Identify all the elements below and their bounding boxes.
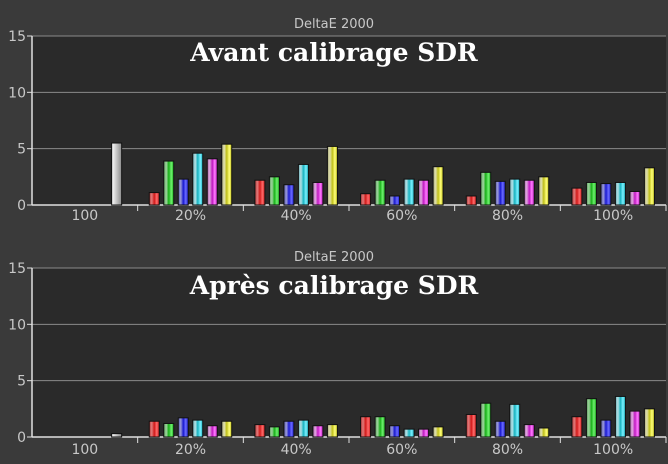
bar-blue	[389, 425, 401, 438]
bar-green	[268, 176, 280, 206]
y-tick-label: 0	[17, 198, 26, 214]
x-tick-label: 40%	[281, 442, 312, 458]
x-tick-label: 60%	[386, 442, 417, 458]
bar-red	[360, 416, 372, 438]
bar-red	[465, 195, 477, 206]
bar-red	[254, 424, 266, 438]
bar-yellow	[221, 420, 233, 438]
bar-blue	[283, 420, 295, 438]
bar-magenta	[206, 425, 218, 438]
x-tick-label: 80%	[492, 208, 523, 224]
bar-blue	[494, 180, 506, 206]
bar-green	[585, 398, 597, 438]
bar-green	[480, 402, 492, 438]
x-tick-label: 20%	[175, 442, 206, 458]
y-tick-label: 5	[17, 142, 26, 158]
bar-cyan	[509, 178, 521, 206]
x-tick-label: 100	[71, 442, 98, 458]
bar-cyan	[192, 419, 204, 438]
y-tick-label: 10	[8, 317, 26, 333]
bar-blue	[283, 184, 295, 206]
bar-green	[374, 416, 386, 438]
bar-blue	[494, 420, 506, 438]
x-tick-label: 100%	[593, 208, 633, 224]
bar-magenta	[629, 190, 641, 206]
y-tick-label: 10	[8, 85, 26, 101]
x-tick-label: 80%	[492, 442, 523, 458]
bar-magenta	[312, 181, 324, 206]
bar-blue	[600, 183, 612, 206]
x-tick-label: 60%	[386, 208, 417, 224]
chart-panel: DeltaE 2000 Après calibrage SDR 0 5 10 15 100 2…	[8, 250, 667, 458]
bar-red	[571, 416, 583, 438]
bar-magenta	[206, 158, 218, 206]
bar-green	[480, 171, 492, 206]
y-tick-label: 15	[8, 29, 26, 45]
bar-magenta	[523, 179, 535, 206]
bar-red	[148, 420, 160, 438]
bar-magenta	[312, 425, 324, 438]
bar-yellow	[538, 176, 550, 206]
bar-green	[585, 181, 597, 206]
bar-cyan	[297, 163, 309, 206]
bar-cyan	[509, 403, 521, 438]
bar-white	[111, 142, 123, 206]
bar-red	[465, 413, 477, 438]
bar-yellow	[538, 427, 550, 438]
x-tick-label: 20%	[175, 208, 206, 224]
chart-title: DeltaE 2000	[294, 250, 374, 265]
plot-area	[32, 268, 666, 437]
bar-cyan	[192, 152, 204, 206]
y-tick-label: 0	[17, 430, 26, 446]
bar-yellow	[643, 167, 655, 206]
bar-blue	[177, 417, 189, 438]
bar-blue	[389, 195, 401, 206]
bar-cyan	[614, 395, 626, 438]
bar-yellow	[432, 426, 444, 438]
bar-cyan	[403, 178, 415, 206]
bar-red	[148, 192, 160, 206]
bar-green	[163, 422, 175, 438]
chart-subtitle: Après calibrage SDR	[189, 271, 479, 300]
bar-yellow	[326, 145, 338, 206]
bar-green	[163, 160, 175, 206]
bar-magenta	[418, 428, 430, 438]
y-tick-label: 5	[17, 374, 26, 390]
chart-panel: DeltaE 2000 Avant calibrage SDR 0 5 10 15 100 2…	[8, 17, 667, 224]
bar-red	[360, 193, 372, 206]
bar-cyan	[297, 419, 309, 438]
bar-magenta	[629, 410, 641, 438]
chart-title: DeltaE 2000	[294, 17, 374, 32]
x-tick-label: 100	[71, 208, 98, 224]
x-tick-label: 100%	[593, 442, 633, 458]
y-tick-label: 15	[8, 261, 26, 277]
chart-subtitle: Avant calibrage SDR	[189, 38, 478, 67]
bar-blue	[177, 178, 189, 206]
x-tick-label: 40%	[281, 208, 312, 224]
bar-white	[111, 433, 123, 438]
bar-cyan	[403, 428, 415, 438]
bar-cyan	[614, 181, 626, 206]
bar-yellow	[326, 424, 338, 438]
plot-area	[32, 36, 666, 205]
bar-yellow	[643, 408, 655, 438]
bar-red	[571, 187, 583, 206]
bar-magenta	[523, 424, 535, 438]
bar-yellow	[432, 166, 444, 206]
bar-green	[374, 179, 386, 206]
bar-red	[254, 179, 266, 206]
bar-green	[268, 426, 280, 438]
bar-blue	[600, 419, 612, 438]
bar-magenta	[418, 179, 430, 206]
bar-yellow	[221, 143, 233, 206]
